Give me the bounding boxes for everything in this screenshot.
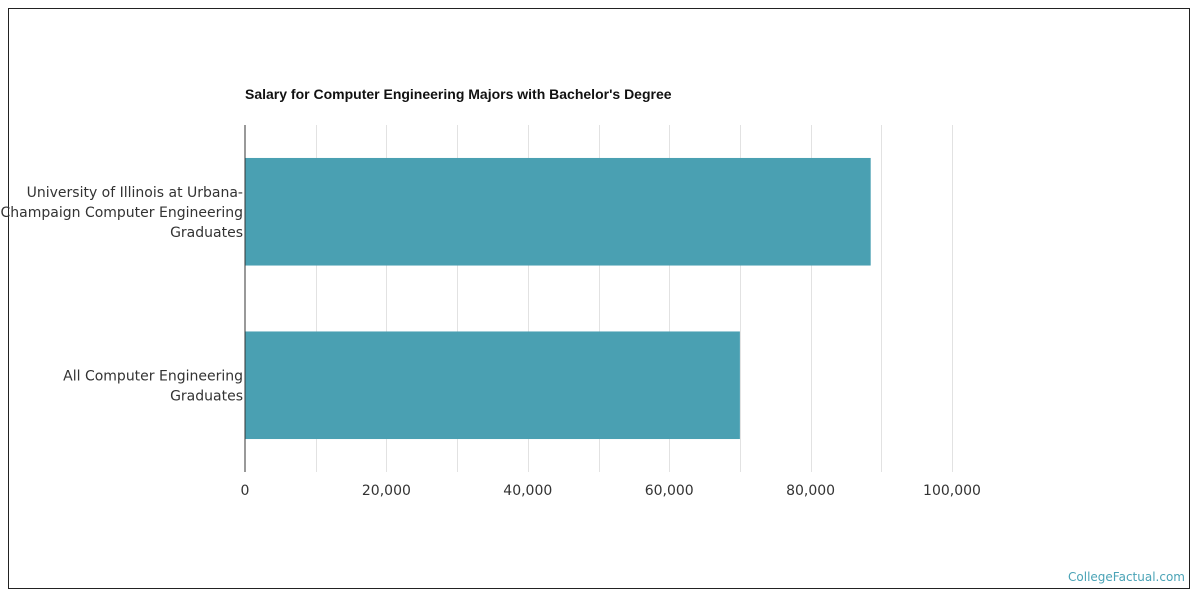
x-tick-label: 40,000 <box>503 483 552 499</box>
x-tick-label: 60,000 <box>645 483 694 499</box>
category-labels: University of Illinois at Urbana-Champai… <box>1 185 243 405</box>
bars <box>245 157 871 440</box>
collegefactual-watermark-link[interactable]: CollegeFactual.com <box>1068 570 1185 584</box>
x-tick-label: 20,000 <box>362 483 411 499</box>
category-label: All Computer Engineering Graduates <box>63 368 243 404</box>
x-tick-label: 80,000 <box>786 483 835 499</box>
x-tick-label: 0 <box>241 483 250 499</box>
x-tick-labels: 0 20,000 40,000 60,000 80,000 100,000 <box>241 483 981 499</box>
chart-title: Salary for Computer Engineering Majors w… <box>245 86 672 102</box>
category-label: University of Illinois at Urbana-Champai… <box>1 185 243 241</box>
bar-all-computer-engineering <box>245 331 740 440</box>
x-tick-label: 100,000 <box>923 483 981 499</box>
bar-uiuc-computer-engineering <box>245 157 871 266</box>
